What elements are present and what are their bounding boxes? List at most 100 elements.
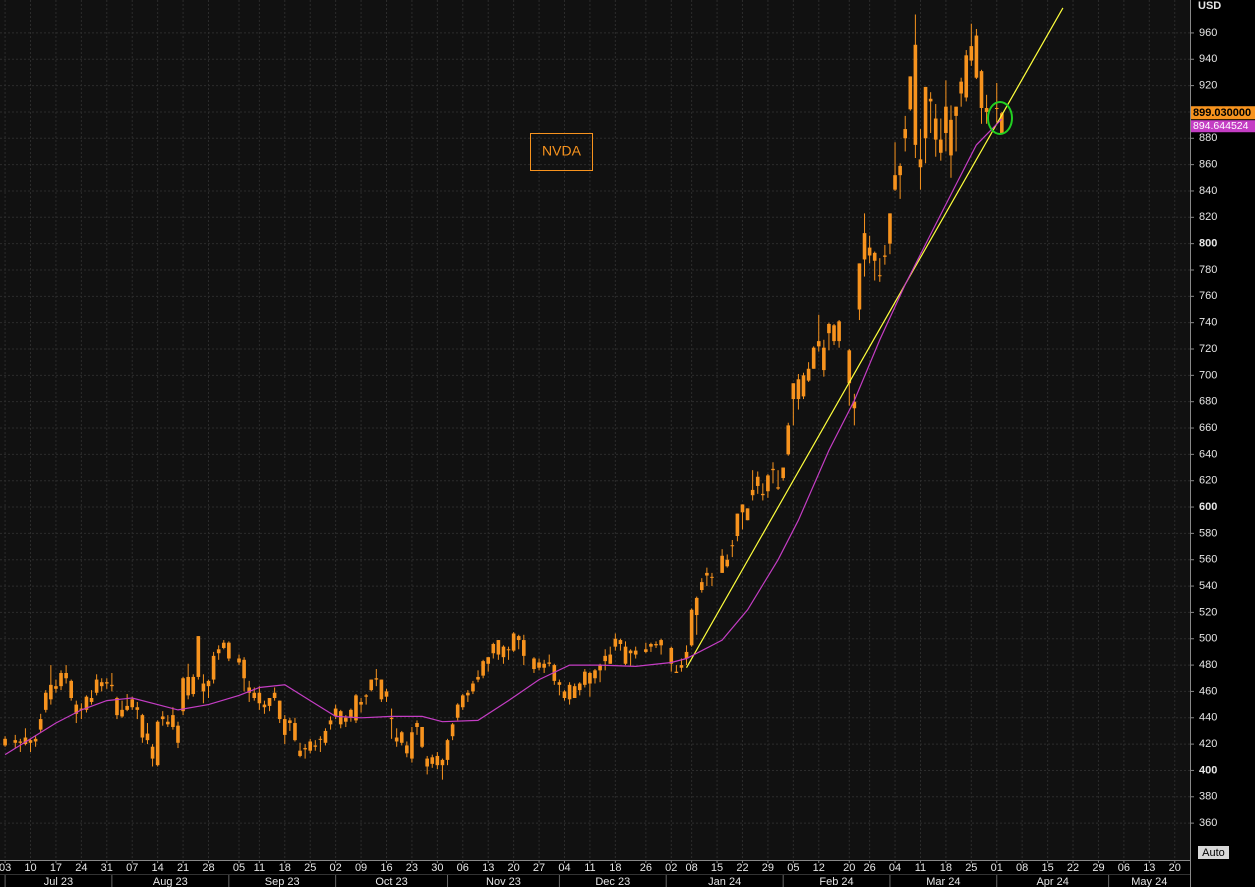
- candle-body: [659, 640, 663, 646]
- candle-body: [572, 686, 577, 699]
- candle-body: [567, 684, 572, 700]
- candle-body: [389, 717, 394, 720]
- candle-body: [354, 695, 358, 721]
- candle-body: [349, 709, 353, 718]
- candle-body: [262, 704, 267, 708]
- y-tick-label: 700: [1199, 369, 1217, 381]
- candle-body: [913, 44, 918, 145]
- candle-body: [908, 76, 913, 110]
- x-tick-label: 05: [233, 862, 245, 874]
- x-tick-label: 13: [1143, 862, 1155, 874]
- candle-body: [583, 671, 587, 685]
- x-tick-label: 16: [380, 862, 392, 874]
- candle-body: [160, 716, 165, 720]
- y-tick-label: 960: [1199, 27, 1217, 39]
- y-tick-label: 940: [1199, 53, 1217, 65]
- candle-body: [745, 508, 750, 521]
- auto-button[interactable]: [1198, 846, 1229, 859]
- y-tick-label: 360: [1199, 817, 1217, 829]
- candle-body: [333, 708, 338, 717]
- x-tick-label: 10: [24, 862, 36, 874]
- x-tick-label: 20: [1169, 862, 1181, 874]
- candle-body: [679, 665, 684, 668]
- candle-body: [959, 81, 963, 94]
- candle-body: [649, 644, 653, 647]
- x-tick-label: 25: [304, 862, 316, 874]
- x-tick-label: 20: [843, 862, 855, 874]
- candle-body: [64, 672, 68, 679]
- month-label: Sep 23: [265, 876, 300, 887]
- candle-body: [877, 275, 882, 277]
- candle-body: [786, 425, 791, 455]
- title-box: [530, 133, 593, 171]
- candle-body: [267, 698, 272, 706]
- candle-body: [435, 755, 440, 766]
- candle-body: [781, 467, 785, 479]
- month-label: Aug 23: [153, 876, 188, 887]
- candle-body: [944, 106, 948, 134]
- candle-body: [725, 559, 730, 567]
- x-tick-label: 09: [355, 862, 367, 874]
- x-tick-label: 04: [889, 862, 901, 874]
- candle-body: [816, 341, 821, 347]
- candle-body: [257, 692, 262, 704]
- x-tick-label: 06: [457, 862, 469, 874]
- candle-body: [440, 759, 445, 766]
- candle-body: [38, 719, 43, 730]
- candle-body: [481, 661, 485, 676]
- month-label: May 24: [1131, 876, 1167, 887]
- candle-body: [211, 655, 216, 680]
- candle-body: [949, 119, 953, 156]
- candle-body: [557, 682, 562, 685]
- candle-body: [628, 650, 633, 654]
- last-price-label: 899.030000: [1193, 107, 1251, 119]
- candle-body: [750, 489, 755, 496]
- candle-body: [89, 698, 94, 702]
- candle-body: [903, 129, 908, 139]
- y-tick-label: 920: [1199, 80, 1217, 92]
- auto-button-label[interactable]: Auto: [1202, 847, 1225, 859]
- candle-body: [374, 678, 379, 680]
- candle-body: [318, 738, 323, 740]
- candle-body: [196, 636, 201, 677]
- candle-body: [710, 576, 714, 578]
- candle-body: [308, 741, 313, 751]
- last-ma-box: [1191, 120, 1255, 133]
- x-tick-label: 27: [533, 862, 545, 874]
- candle-body: [501, 646, 506, 658]
- candle-body: [644, 649, 648, 652]
- highlight-circle: [987, 101, 1013, 135]
- candle-body: [23, 737, 28, 745]
- candle-body: [862, 233, 867, 260]
- candle-body: [338, 711, 343, 725]
- month-label: Jan 24: [708, 876, 741, 887]
- candle-body: [633, 650, 638, 655]
- x-tick-label: 06: [1118, 862, 1130, 874]
- month-label: Jul 23: [44, 876, 73, 887]
- candle-body: [13, 740, 18, 743]
- candle-body: [476, 676, 480, 680]
- candle-body: [933, 118, 938, 140]
- candle-body: [237, 658, 241, 663]
- candle-body: [811, 347, 816, 369]
- candle-body: [547, 662, 552, 664]
- candle-body: [496, 640, 501, 655]
- y-tick-label: 520: [1199, 606, 1217, 618]
- candle-body: [837, 321, 841, 342]
- candle-body: [201, 683, 206, 692]
- y-tick-label: 820: [1199, 211, 1217, 223]
- candle-body: [120, 709, 124, 717]
- x-tick-label: 22: [1067, 862, 1079, 874]
- candle-body: [272, 692, 277, 699]
- x-tick-label: 25: [965, 862, 977, 874]
- candle-body: [867, 247, 872, 256]
- candle-body: [145, 733, 150, 741]
- x-tick-label: 05: [787, 862, 799, 874]
- candle-body: [252, 692, 257, 699]
- moving-average: [4, 118, 1003, 756]
- y-axis-label: USD: [1198, 0, 1221, 12]
- x-tick-label: 31: [101, 862, 113, 874]
- candle-body: [776, 487, 780, 489]
- candle-body: [247, 687, 251, 693]
